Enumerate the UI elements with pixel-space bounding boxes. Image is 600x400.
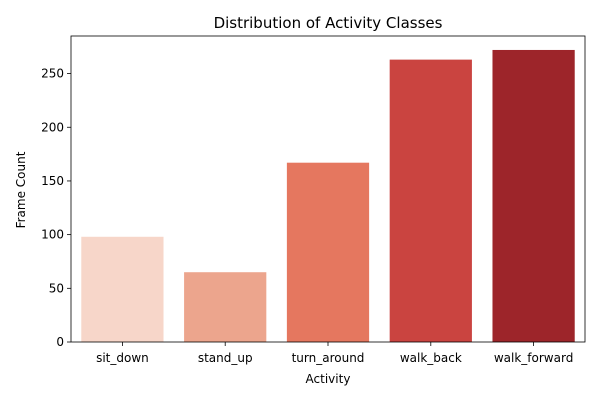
x-tick-label: walk_back (400, 351, 462, 365)
y-tick-label: 200 (41, 120, 64, 134)
x-tick-label: turn_around (292, 351, 365, 365)
bar-walk-back (389, 59, 472, 342)
y-tick-label: 100 (41, 228, 64, 242)
bar-sit-down (81, 236, 164, 342)
bar-stand-up (184, 272, 267, 342)
y-tick-label: 50 (49, 281, 64, 295)
bar-walk-forward (492, 49, 575, 343)
plot-area: sit_down stand_up turn_around walk_back walk… (41, 35, 586, 365)
y-tick-label: 150 (41, 174, 64, 188)
y-tick-label: 0 (56, 335, 64, 349)
x-axis-label: Activity (306, 372, 351, 386)
x-tick-label: stand_up (198, 351, 253, 365)
y-tick-label: 250 (41, 67, 64, 81)
chart-title: Distribution of Activity Classes (214, 14, 443, 32)
x-tick-label: walk_forward (494, 351, 573, 365)
bar-turn-around (286, 162, 370, 342)
x-tick-label: sit_down (96, 351, 149, 365)
y-axis-label: Frame Count (14, 151, 28, 228)
